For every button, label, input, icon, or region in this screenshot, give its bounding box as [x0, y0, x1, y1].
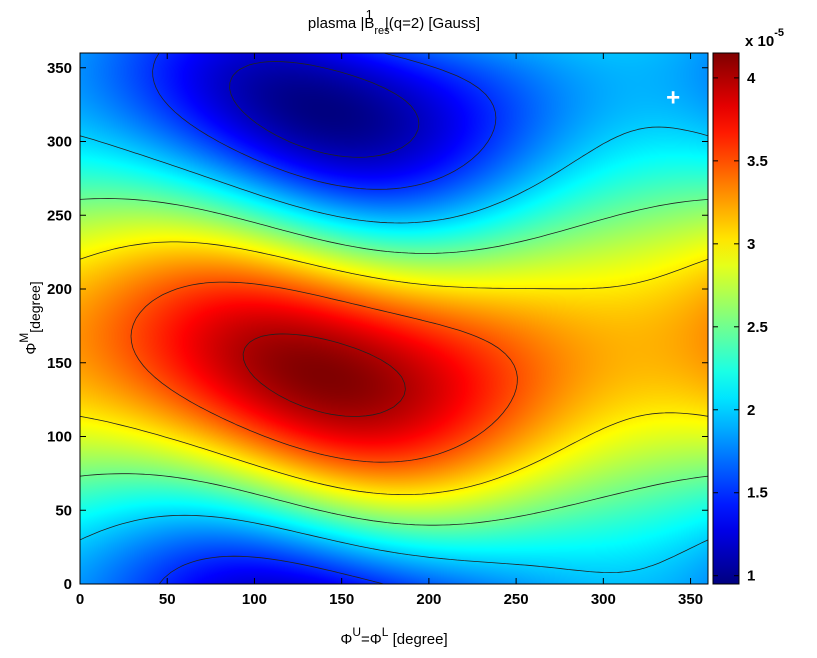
x-tick-label: 250	[504, 591, 529, 608]
contour-line-1.15	[229, 61, 420, 158]
x-tick-label: 350	[678, 591, 703, 608]
contour-lines	[80, 53, 708, 584]
y-tick-label: 350	[47, 60, 72, 77]
contour-line-2.5	[80, 198, 708, 526]
colorbar-tick-label: 1	[747, 568, 755, 585]
contour-line-3	[80, 241, 708, 495]
y-tick-label: 300	[47, 134, 72, 151]
heatmap-field	[80, 53, 708, 584]
x-tick-label: 150	[329, 591, 354, 608]
y-tick-label: 250	[47, 207, 72, 224]
colorbar-tick-label: 1.5	[747, 485, 768, 502]
x-axis-ticks: 0 50 100 150 200 250 300 350	[76, 53, 703, 608]
colorbar-tick-label: 4	[747, 70, 756, 87]
colorbar-multiplier: x 10-5	[745, 27, 784, 50]
y-axis-label: ΦM[degree]	[17, 281, 43, 354]
contour-line-4	[242, 333, 406, 417]
x-tick-label: 200	[416, 591, 441, 608]
plus-marker: +	[666, 84, 680, 111]
contour-line-3.5	[130, 281, 518, 463]
y-tick-label: 50	[55, 502, 72, 519]
contour-line-1.5	[152, 53, 497, 584]
x-tick-label: 100	[242, 591, 267, 608]
x-tick-label: 50	[159, 591, 176, 608]
colorbar	[712, 52, 740, 585]
y-tick-label: 100	[47, 429, 72, 446]
contour-line-2	[80, 126, 708, 573]
colorbar-tick-label: 3.5	[747, 153, 768, 170]
x-tick-label: 0	[76, 591, 84, 608]
y-tick-label: 150	[47, 355, 72, 372]
colorbar-ticks: 1 1.5 2 2.5 3 3.5 4	[713, 70, 768, 585]
colorbar-tick-label: 3	[747, 236, 755, 253]
chart-title: plasma |Bres1|(q=2) [Gauss]	[308, 7, 480, 37]
x-axis-label: ΦU=ΦL [degree]	[340, 625, 447, 648]
y-tick-label: 200	[47, 281, 72, 298]
marker-layer: +	[666, 84, 680, 111]
y-axis-ticks: 0 50 100 150 200 250 300 350	[47, 60, 708, 593]
colorbar-tick-label: 2	[747, 402, 755, 419]
y-tick-label: 0	[64, 576, 72, 593]
plot-frame	[79, 52, 709, 585]
x-tick-label: 300	[591, 591, 616, 608]
colorbar-tick-label: 2.5	[747, 319, 768, 336]
